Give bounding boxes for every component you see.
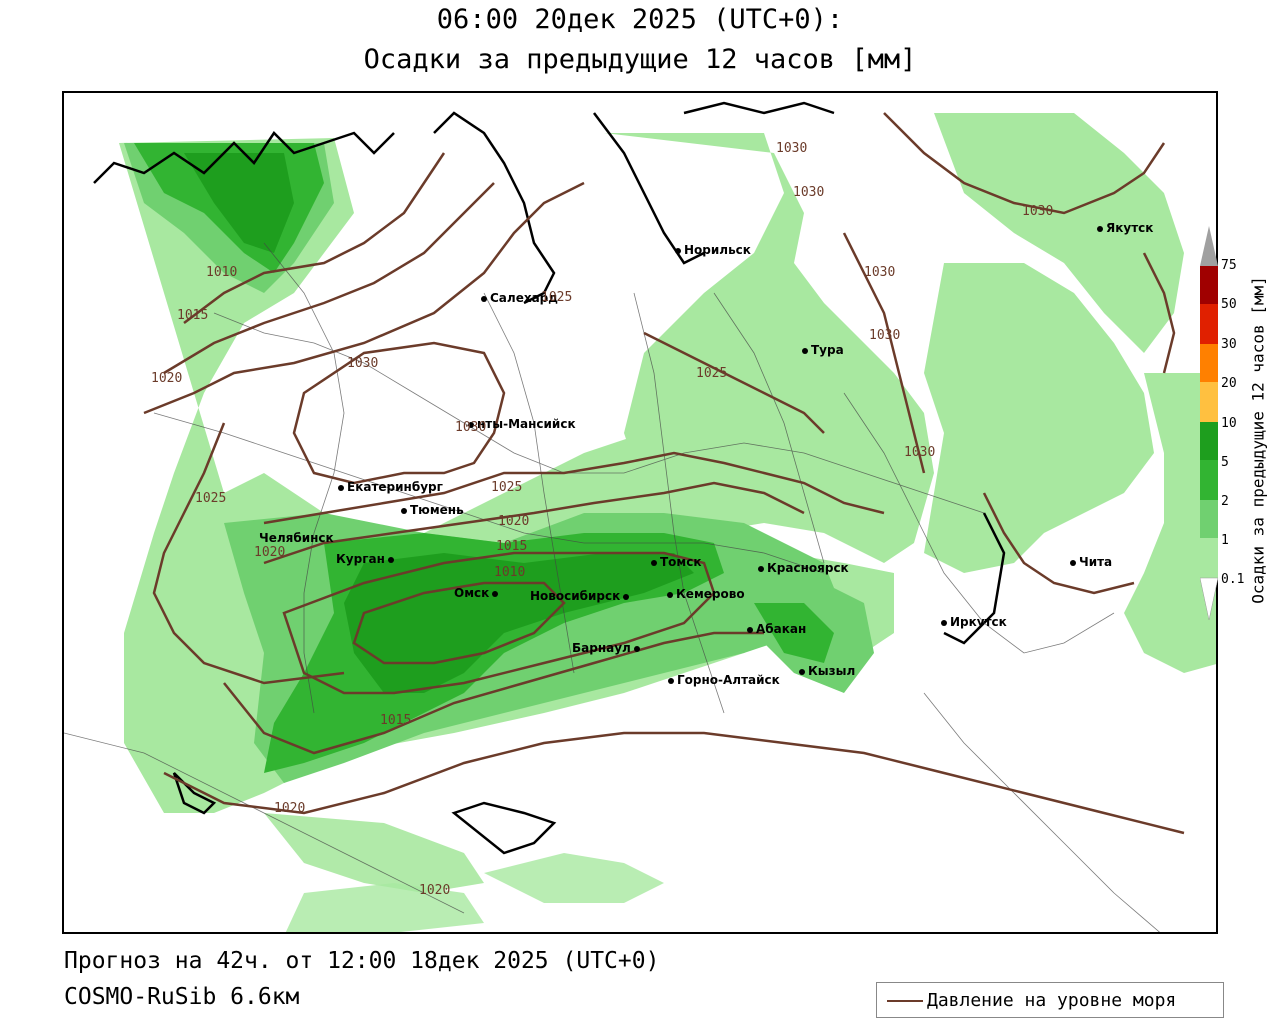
isobar-label: 1020 — [274, 801, 306, 816]
isobar-label: 1025 — [195, 491, 227, 506]
isobar-label: 1020 — [498, 514, 530, 529]
city-dot-icon — [675, 247, 681, 254]
map-title-variable: Осадки за предыдущие 12 часов [мм] — [363, 44, 917, 75]
isobar-label: 1030 — [904, 445, 936, 460]
isobar-label: 1030 — [776, 141, 808, 156]
pressure-legend-label: Давление на уровне моря — [927, 990, 1177, 1011]
precipitation-colorbar — [1200, 226, 1218, 620]
colorbar-tick: 1 — [1221, 533, 1229, 548]
city-dot-icon — [758, 565, 764, 572]
colorbar-swatch-5-10 — [1200, 422, 1218, 460]
colorbar-tick: 0.1 — [1221, 572, 1245, 587]
forecast-info: Прогноз на 42ч. от 12:00 18дек 2025 (UTC… — [64, 948, 660, 974]
city-dot-icon — [481, 295, 487, 302]
isobar-label: 1030 — [793, 185, 825, 200]
isobar-label: 1015 — [496, 539, 528, 554]
coastlines — [93, 101, 1006, 855]
colorbar-swatch-30-50 — [1200, 304, 1218, 344]
city-label: Омск — [454, 586, 501, 600]
city-label: Томск — [651, 555, 702, 569]
city-label: Красноярск — [758, 561, 849, 575]
map-canvas — [64, 101, 1216, 932]
precip-very-heavy — [184, 153, 694, 693]
city-dot-icon — [651, 559, 657, 566]
isobar-label: 1020 — [151, 371, 183, 386]
city-label: Тура — [802, 343, 844, 357]
city-dot-icon — [1070, 559, 1076, 566]
isobar-label: 1015 — [177, 308, 209, 323]
city-dot-icon — [338, 484, 344, 491]
colorbar-tick: 5 — [1221, 455, 1229, 470]
pressure-line-swatch — [887, 1000, 923, 1002]
isobar-label: 1030 — [864, 265, 896, 280]
colorbar-tick: 50 — [1221, 297, 1237, 312]
colorbar-swatch-1-2 — [1200, 500, 1218, 538]
isobar-label: 1030 — [347, 356, 379, 371]
colorbar-tick: 75 — [1221, 258, 1237, 273]
colorbar-tick: 10 — [1221, 416, 1237, 431]
city-dot-icon — [468, 421, 474, 428]
city-label: Курган — [336, 552, 397, 566]
city-dot-icon — [1097, 225, 1103, 232]
isobar-label: 1020 — [419, 883, 451, 898]
colorbar-title: Осадки за предыдущие 12 часов [мм] — [1248, 276, 1268, 604]
city-label: Салехард — [481, 291, 558, 305]
isobar-label: 1030 — [455, 420, 487, 435]
city-label: Абакан — [747, 622, 806, 636]
colorbar-swatch-2-5 — [1200, 460, 1218, 500]
city-dot-icon — [802, 347, 808, 354]
city-label: Горно-Алтайск — [668, 673, 780, 687]
city-label: Кемерово — [667, 587, 745, 601]
colorbar-swatch-50-75 — [1200, 266, 1218, 304]
isobar-label: 1010 — [494, 565, 526, 580]
admin-borders — [64, 242, 1160, 932]
colorbar-tick: 20 — [1221, 376, 1237, 391]
colorbar-swatch-01-1 — [1200, 538, 1218, 578]
city-dot-icon — [799, 668, 805, 675]
colorbar-underflow-arrow — [1200, 577, 1218, 620]
city-label: Якутск — [1097, 221, 1153, 235]
city-label: нты-Мансийск — [468, 417, 576, 431]
model-name: COSMO-RuSib 6.6км — [64, 984, 300, 1010]
city-label: Иркутск — [941, 615, 1007, 629]
map-title-time: 06:00 20дек 2025 (UTC+0): — [436, 4, 844, 35]
colorbar-tick: 2 — [1221, 494, 1229, 509]
colorbar-swatch-20-30 — [1200, 344, 1218, 382]
city-label: Барнаул — [572, 641, 643, 655]
city-dot-icon — [941, 619, 947, 626]
city-dot-icon — [401, 507, 407, 514]
colorbar-overflow-arrow — [1200, 226, 1218, 266]
city-dot-icon — [633, 645, 640, 652]
city-dot-icon — [667, 591, 673, 598]
isobar-label: 1025 — [491, 480, 523, 495]
colorbar-tick: 30 — [1221, 337, 1237, 352]
isobar-label: 1020 — [254, 545, 286, 560]
isobar-label: 1010 — [206, 265, 238, 280]
isobar-label: 1030 — [869, 328, 901, 343]
city-dot-icon — [387, 556, 394, 563]
city-label: Екатеринбург — [338, 480, 443, 494]
pressure-legend: Давление на уровне моря — [876, 982, 1224, 1018]
isobar-label: 1025 — [541, 290, 573, 305]
city-label: Новосибирск — [530, 589, 632, 603]
city-dot-icon — [668, 677, 674, 684]
city-label: Челябинск — [259, 531, 334, 545]
city-label: Кызыл — [799, 664, 855, 678]
city-dot-icon — [623, 593, 630, 600]
city-dot-icon — [747, 626, 753, 633]
isobar-label: 1025 — [696, 366, 728, 381]
isobar-lines — [143, 112, 1185, 835]
city-label: Тюмень — [401, 503, 464, 517]
city-label: Норильск — [675, 243, 751, 257]
city-label: Чита — [1070, 555, 1112, 569]
colorbar-swatch-10-20 — [1200, 382, 1218, 422]
isobar-label: 1030 — [1022, 204, 1054, 219]
precipitation-map: Якутск Норильск Салехард Тура нты-Мансий… — [62, 91, 1218, 934]
city-dot-icon — [492, 590, 499, 597]
isobar-label: 1015 — [380, 713, 412, 728]
